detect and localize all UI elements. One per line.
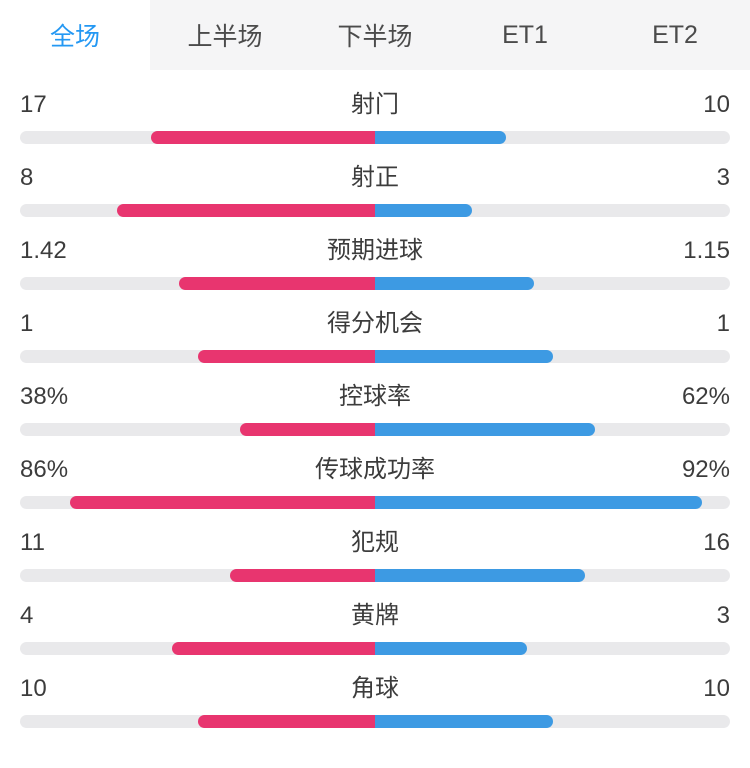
- stat-bar: [20, 642, 730, 655]
- stat-label: 控球率: [339, 383, 411, 410]
- stat-label: 得分机会: [327, 310, 423, 337]
- tab-first-half[interactable]: 上半场: [150, 0, 300, 70]
- home-value: 17: [20, 91, 47, 118]
- away-bar-fill: [375, 350, 553, 363]
- home-value: 8: [20, 164, 34, 191]
- stat-label: 黄牌: [351, 602, 399, 629]
- stat-row-fouls: 11 犯规 16: [0, 528, 750, 582]
- home-bar-fill: [178, 277, 375, 290]
- home-bar-fill: [197, 715, 375, 728]
- stat-bar: [20, 204, 730, 217]
- stat-label: 预期进球: [327, 237, 423, 264]
- stat-row-shots-on-target: 8 射正 3: [0, 163, 750, 217]
- stat-row-pass-accuracy: 86% 传球成功率 92%: [0, 455, 750, 509]
- away-bar-fill: [375, 569, 586, 582]
- away-value: 10: [703, 91, 730, 118]
- away-bar-fill: [375, 715, 553, 728]
- away-value: 92%: [681, 456, 730, 483]
- home-value: 38%: [20, 383, 69, 410]
- home-bar-fill: [151, 131, 375, 144]
- away-value: 1: [716, 310, 730, 337]
- home-bar-fill: [172, 642, 375, 655]
- tab-et1[interactable]: ET1: [450, 0, 600, 70]
- stat-bar: [20, 423, 730, 436]
- home-value: 86%: [20, 456, 69, 483]
- away-bar-fill: [375, 131, 507, 144]
- stat-label: 犯规: [351, 529, 399, 556]
- stat-row-possession: 38% 控球率 62%: [0, 382, 750, 436]
- away-bar-fill: [375, 204, 472, 217]
- away-bar-fill: [375, 496, 702, 509]
- stat-label: 传球成功率: [315, 456, 435, 483]
- tab-second-half[interactable]: 下半场: [300, 0, 450, 70]
- away-value: 16: [703, 529, 730, 556]
- home-value: 1.42: [20, 237, 67, 264]
- stat-row-expected-goals: 1.42 预期进球 1.15: [0, 236, 750, 290]
- stats-panel: 17 射门 10 8 射正 3 1.42 预期进球 1.15: [0, 70, 750, 728]
- stat-row-big-chances: 1 得分机会 1: [0, 309, 750, 363]
- home-value: 4: [20, 602, 34, 629]
- home-value: 10: [20, 675, 47, 702]
- stat-bar: [20, 131, 730, 144]
- away-bar-fill: [375, 423, 596, 436]
- home-bar-fill: [69, 496, 375, 509]
- stat-row-shots: 17 射门 10: [0, 90, 750, 144]
- tab-full-match[interactable]: 全场: [0, 0, 150, 70]
- away-value: 3: [716, 602, 730, 629]
- stat-row-yellow-cards: 4 黄牌 3: [0, 601, 750, 655]
- stat-bar: [20, 569, 730, 582]
- home-bar-fill: [240, 423, 375, 436]
- away-bar-fill: [375, 277, 534, 290]
- tab-et2[interactable]: ET2: [600, 0, 750, 70]
- home-value: 11: [20, 529, 45, 556]
- home-value: 1: [20, 310, 34, 337]
- stat-bar: [20, 277, 730, 290]
- away-value: 10: [703, 675, 730, 702]
- stat-bar: [20, 350, 730, 363]
- stat-label: 角球: [351, 675, 399, 702]
- stat-label: 射门: [351, 91, 399, 118]
- away-bar-fill: [375, 642, 528, 655]
- away-value: 62%: [681, 383, 730, 410]
- stat-bar: [20, 496, 730, 509]
- tab-bar: 全场 上半场 下半场 ET1 ET2: [0, 0, 750, 70]
- home-bar-fill: [230, 569, 375, 582]
- home-bar-fill: [116, 204, 375, 217]
- away-value: 3: [716, 164, 730, 191]
- stat-label: 射正: [351, 164, 399, 191]
- home-bar-fill: [197, 350, 375, 363]
- away-value: 1.15: [683, 237, 730, 264]
- stat-bar: [20, 715, 730, 728]
- stat-row-corners: 10 角球 10: [0, 674, 750, 728]
